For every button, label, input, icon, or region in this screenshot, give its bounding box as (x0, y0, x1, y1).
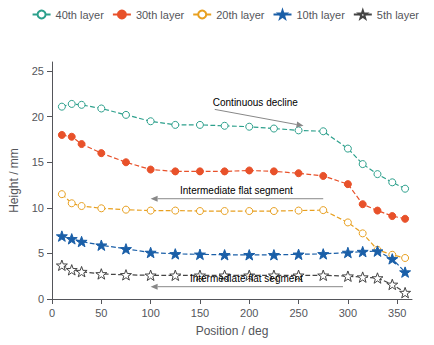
svg-text:40th layer: 40th layer (56, 9, 105, 21)
svg-text:150: 150 (191, 307, 209, 319)
svg-text:10th layer: 10th layer (297, 9, 346, 21)
svg-text:350: 350 (388, 307, 406, 319)
svg-text:Intermediate flat segment: Intermediate flat segment (180, 185, 293, 196)
svg-text:0: 0 (38, 293, 44, 305)
svg-text:5: 5 (38, 247, 44, 259)
svg-text:250: 250 (289, 307, 307, 319)
svg-text:5th layer: 5th layer (377, 9, 420, 21)
svg-text:10: 10 (32, 202, 44, 214)
svg-text:20th layer: 20th layer (216, 9, 265, 21)
svg-text:Height / mm: Height / mm (7, 148, 21, 213)
svg-text:50: 50 (95, 307, 107, 319)
svg-text:Position / deg: Position / deg (196, 324, 269, 338)
svg-text:300: 300 (339, 307, 357, 319)
svg-text:25: 25 (32, 65, 44, 77)
svg-text:200: 200 (240, 307, 258, 319)
svg-text:30th layer: 30th layer (136, 9, 185, 21)
svg-text:0: 0 (49, 307, 55, 319)
svg-text:Intermediate flat segment: Intermediate flat segment (190, 273, 303, 284)
svg-text:15: 15 (32, 156, 44, 168)
svg-text:20: 20 (32, 111, 44, 123)
svg-text:100: 100 (141, 307, 159, 319)
svg-text:Continuous decline: Continuous decline (213, 97, 298, 108)
